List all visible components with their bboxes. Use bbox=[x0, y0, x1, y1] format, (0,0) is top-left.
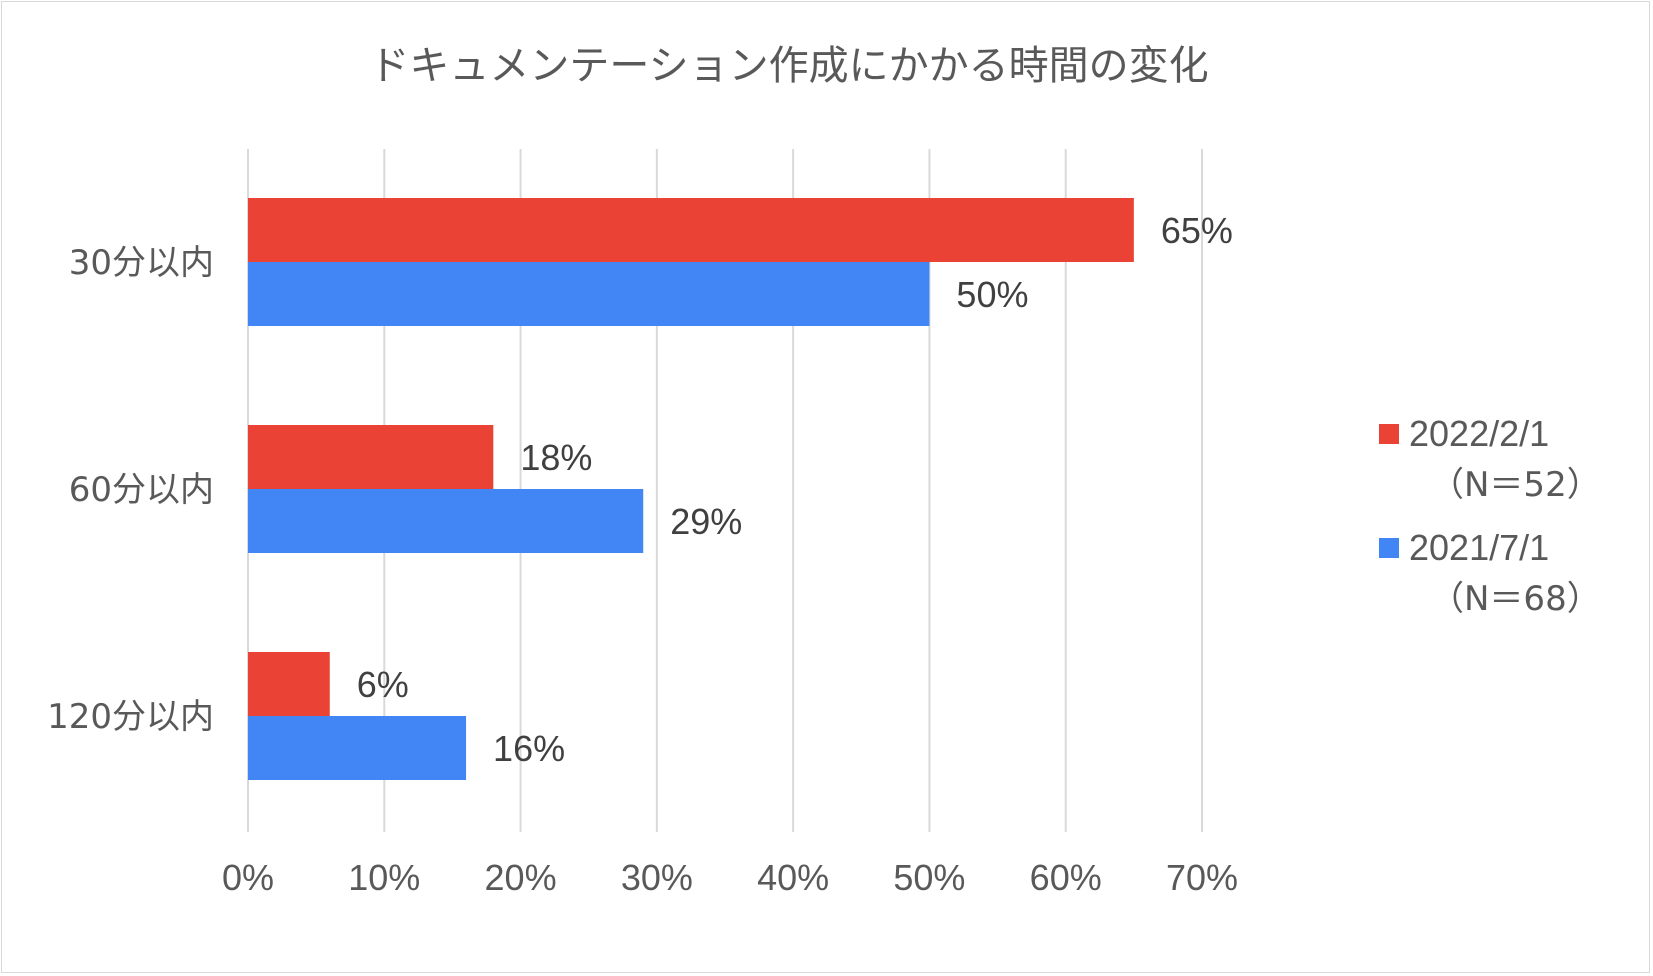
bar bbox=[248, 198, 1134, 262]
data-label: 16% bbox=[493, 728, 565, 769]
bar bbox=[248, 716, 467, 780]
category-label: 120分以内 bbox=[47, 697, 214, 737]
legend-sublabel: （N＝52） bbox=[1430, 465, 1601, 505]
bar bbox=[248, 652, 330, 716]
legend: 2022/2/1 （N＝52） 2021/7/1 （N＝68） bbox=[1379, 413, 1601, 619]
legend-swatch bbox=[1379, 538, 1399, 558]
data-label: 65% bbox=[1161, 210, 1233, 251]
bars bbox=[248, 198, 1134, 780]
value-axis: 0% 10% 20% 30% 40% 50% 60% 70% bbox=[222, 857, 1238, 898]
category-label: 30分以内 bbox=[69, 243, 214, 283]
bar bbox=[248, 425, 494, 489]
x-tick-label: 10% bbox=[348, 857, 420, 898]
legend-sublabel: （N＝68） bbox=[1430, 579, 1601, 619]
category-axis: 30分以内 60分以内 120分以内 bbox=[47, 243, 214, 737]
x-tick-label: 20% bbox=[485, 857, 557, 898]
legend-label: 2022/2/1 bbox=[1409, 413, 1549, 454]
x-tick-label: 50% bbox=[893, 857, 965, 898]
data-label: 50% bbox=[956, 274, 1028, 315]
x-tick-label: 70% bbox=[1166, 857, 1238, 898]
legend-swatch bbox=[1379, 424, 1399, 444]
x-tick-label: 40% bbox=[757, 857, 829, 898]
bar bbox=[248, 262, 930, 326]
data-label: 29% bbox=[670, 501, 742, 542]
x-tick-label: 30% bbox=[621, 857, 693, 898]
data-labels: 65% 50% 18% 29% 6% 16% bbox=[357, 210, 1233, 769]
bar bbox=[248, 489, 644, 553]
data-label: 18% bbox=[520, 437, 592, 478]
chart-title: ドキュメンテーション作成にかかる時間の変化 bbox=[369, 43, 1208, 89]
x-tick-label: 0% bbox=[222, 857, 274, 898]
legend-label: 2021/7/1 bbox=[1409, 527, 1549, 568]
x-tick-label: 60% bbox=[1030, 857, 1102, 898]
data-label: 6% bbox=[357, 664, 409, 705]
category-label: 60分以内 bbox=[69, 470, 214, 510]
